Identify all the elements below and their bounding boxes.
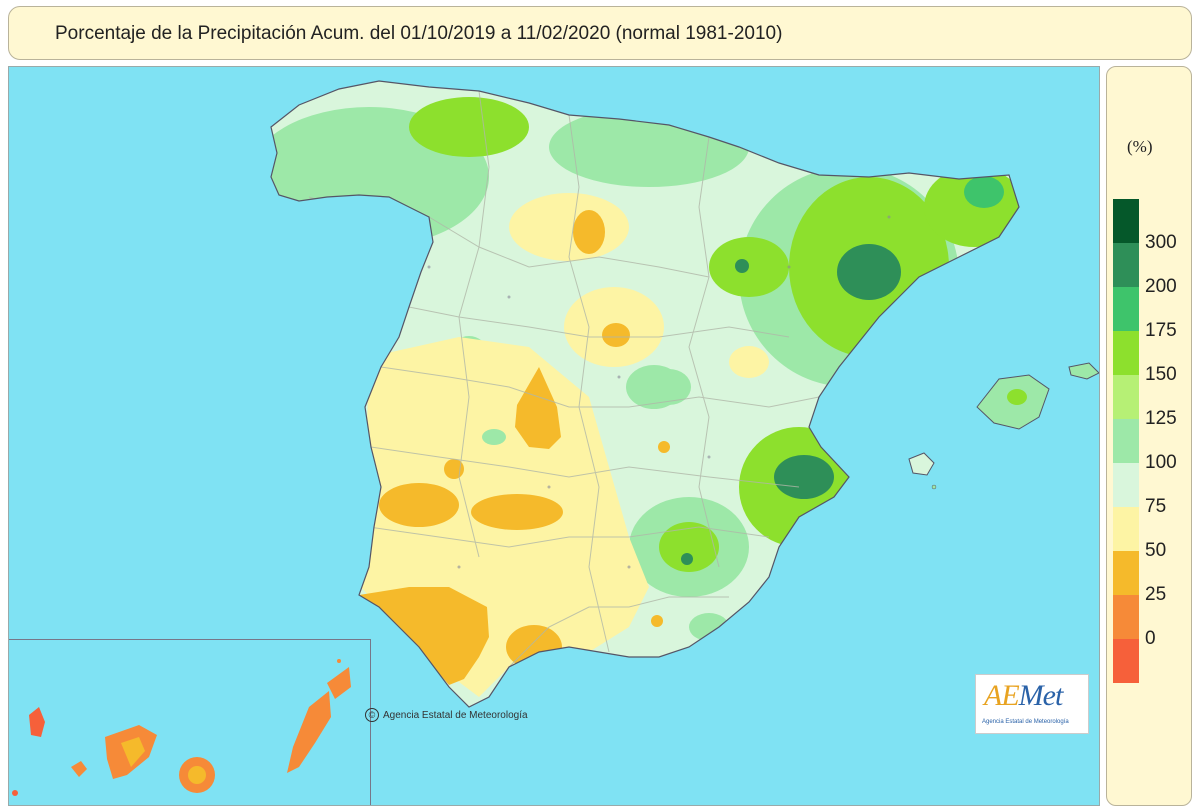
- copyright-icon: ©: [365, 708, 379, 722]
- title-bar: Porcentaje de la Precipitación Acum. del…: [8, 6, 1192, 60]
- legend-label: 150: [1145, 364, 1177, 385]
- logo-wordmark: AEMet: [984, 679, 1064, 713]
- legend-swatch: [1113, 463, 1139, 507]
- legend-swatch: [1113, 287, 1139, 331]
- legend-swatch: [1113, 243, 1139, 287]
- legend-swatch: [1113, 595, 1139, 639]
- legend-swatch: [1113, 551, 1139, 595]
- legend-label: 300: [1145, 232, 1177, 253]
- legend-swatch: [1113, 199, 1139, 243]
- legend-label: 175: [1145, 320, 1177, 341]
- legend-unit: (%): [1127, 137, 1153, 156]
- legend-swatch: [1113, 639, 1139, 683]
- logo-accent: AE: [984, 679, 1020, 712]
- copyright-text: Agencia Estatal de Meteorología: [383, 710, 528, 721]
- legend-panel: (%) 300 200 175 150 125 100 75 50 25 0: [1106, 66, 1192, 806]
- legend-label: 100: [1145, 452, 1177, 473]
- legend-label: 50: [1145, 540, 1167, 561]
- map-frame: [8, 66, 1100, 806]
- canary-islands-inset: [9, 639, 371, 805]
- logo-main: Met: [1018, 679, 1064, 712]
- legend-swatch: [1113, 375, 1139, 419]
- legend-label: 0: [1145, 628, 1156, 649]
- aemet-logo: AEMet Agencia Estatal de Meteorología: [975, 674, 1089, 734]
- legend-label: 25: [1145, 584, 1167, 605]
- precipitation-map: [12, 80, 1099, 796]
- logo-subtitle: Agencia Estatal de Meteorología: [982, 719, 1069, 725]
- legend-label: 200: [1145, 276, 1177, 297]
- copyright-notice: © Agencia Estatal de Meteorología: [365, 708, 528, 722]
- legend-swatch: [1113, 331, 1139, 375]
- legend-swatch: [1113, 507, 1139, 551]
- legend-swatch: [1113, 419, 1139, 463]
- legend-label: 75: [1145, 496, 1167, 517]
- map-title: Porcentaje de la Precipitación Acum. del…: [55, 23, 783, 44]
- legend-label: 125: [1145, 408, 1177, 429]
